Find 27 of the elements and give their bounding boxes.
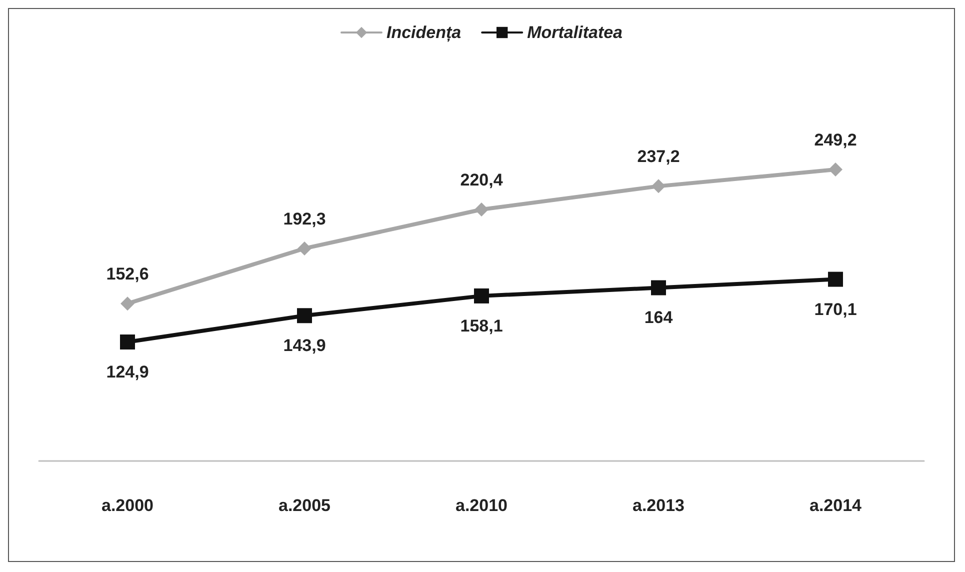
point [828,162,842,177]
point [120,334,135,350]
data-label: 170,1 [814,300,857,319]
data-label: 164 [644,308,674,328]
point [474,202,488,216]
point [474,288,489,304]
point [828,272,843,287]
data-label: 143,9 [283,336,326,356]
x-tick-label: a.2005 [278,496,330,515]
x-tick-label: a.2014 [810,496,862,515]
point [652,179,666,194]
data-label: 220,4 [460,170,504,190]
point [297,308,312,324]
point [120,296,134,311]
data-label: 158,1 [460,316,503,336]
x-tick-label: a.2010 [456,496,508,515]
x-tick-label: a.2000 [102,496,154,515]
x-tick-label: a.2013 [632,496,684,515]
data-label: 124,9 [106,362,149,382]
data-label: 249,2 [814,130,857,150]
data-label: 192,3 [283,209,326,228]
legend-label: Incidența [386,23,462,42]
point [298,241,312,256]
data-label: 237,2 [637,147,680,166]
point [651,280,666,296]
data-label: 152,6 [106,264,149,284]
legend-label: Mortalitatea [527,23,623,42]
